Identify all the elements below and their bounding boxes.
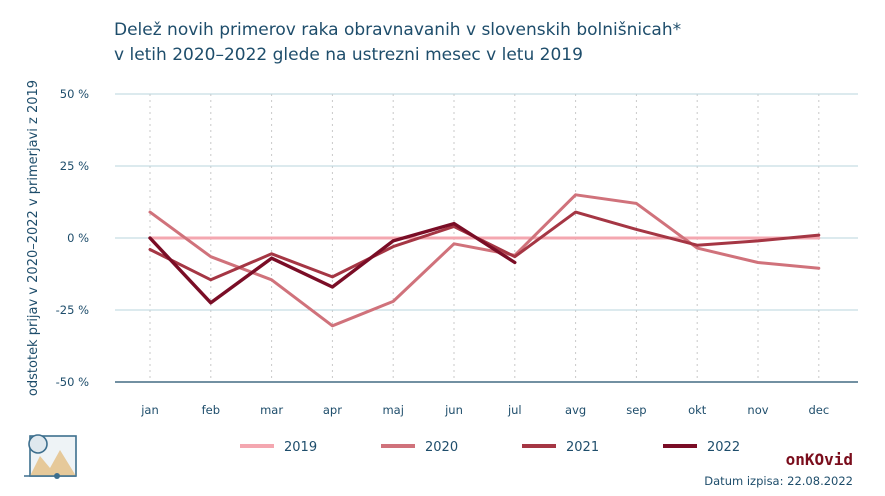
print-date: Datum izpisa: 22.08.2022 xyxy=(704,474,853,488)
series-line-2021 xyxy=(148,210,821,282)
x-tick-label: dec xyxy=(808,403,829,417)
legend-label-2019: 2019 xyxy=(284,440,317,455)
x-tick-label: sep xyxy=(626,403,646,417)
brand-name: onKOvid xyxy=(785,450,853,469)
onkovid-logo-icon xyxy=(24,434,77,479)
x-tick-label: apr xyxy=(323,403,342,417)
x-tick-label: maj xyxy=(382,403,403,417)
y-tick-label: 25 % xyxy=(60,159,89,173)
y-tick-label: -25 % xyxy=(56,303,89,317)
series-line-2020 xyxy=(148,193,821,328)
y-tick-label: 0 % xyxy=(67,231,89,245)
print-date-value: 22.08.2022 xyxy=(787,474,853,488)
chart-title: Delež novih primerov raka obravnavanih v… xyxy=(114,18,834,68)
print-date-label: Datum izpisa: xyxy=(704,474,784,488)
x-tick-label: jun xyxy=(444,403,463,417)
legend-label-2020: 2020 xyxy=(425,440,458,455)
x-tick-label: jul xyxy=(507,403,522,417)
x-tick-label: jan xyxy=(140,403,159,417)
chart-title-line-1: Delež novih primerov raka obravnavanih v… xyxy=(114,20,682,40)
legend-label-2022: 2022 xyxy=(707,440,740,455)
x-tick-label: mar xyxy=(260,403,283,417)
y-tick-label: -50 % xyxy=(56,375,89,389)
y-tick-label: 50 % xyxy=(60,87,89,101)
series-line-2022 xyxy=(148,221,517,305)
x-tick-label: nov xyxy=(747,403,768,417)
y-axis-label: odstotek prijav v 2020–2022 v primerjavi… xyxy=(26,80,41,396)
chart-title-line-2: v letih 2020–2022 glede na ustrezni mese… xyxy=(114,45,583,65)
x-tick-label: feb xyxy=(202,403,220,417)
x-tick-label: okt xyxy=(688,403,707,417)
x-tick-label: avg xyxy=(565,403,586,417)
legend-label-2021: 2021 xyxy=(566,440,599,455)
